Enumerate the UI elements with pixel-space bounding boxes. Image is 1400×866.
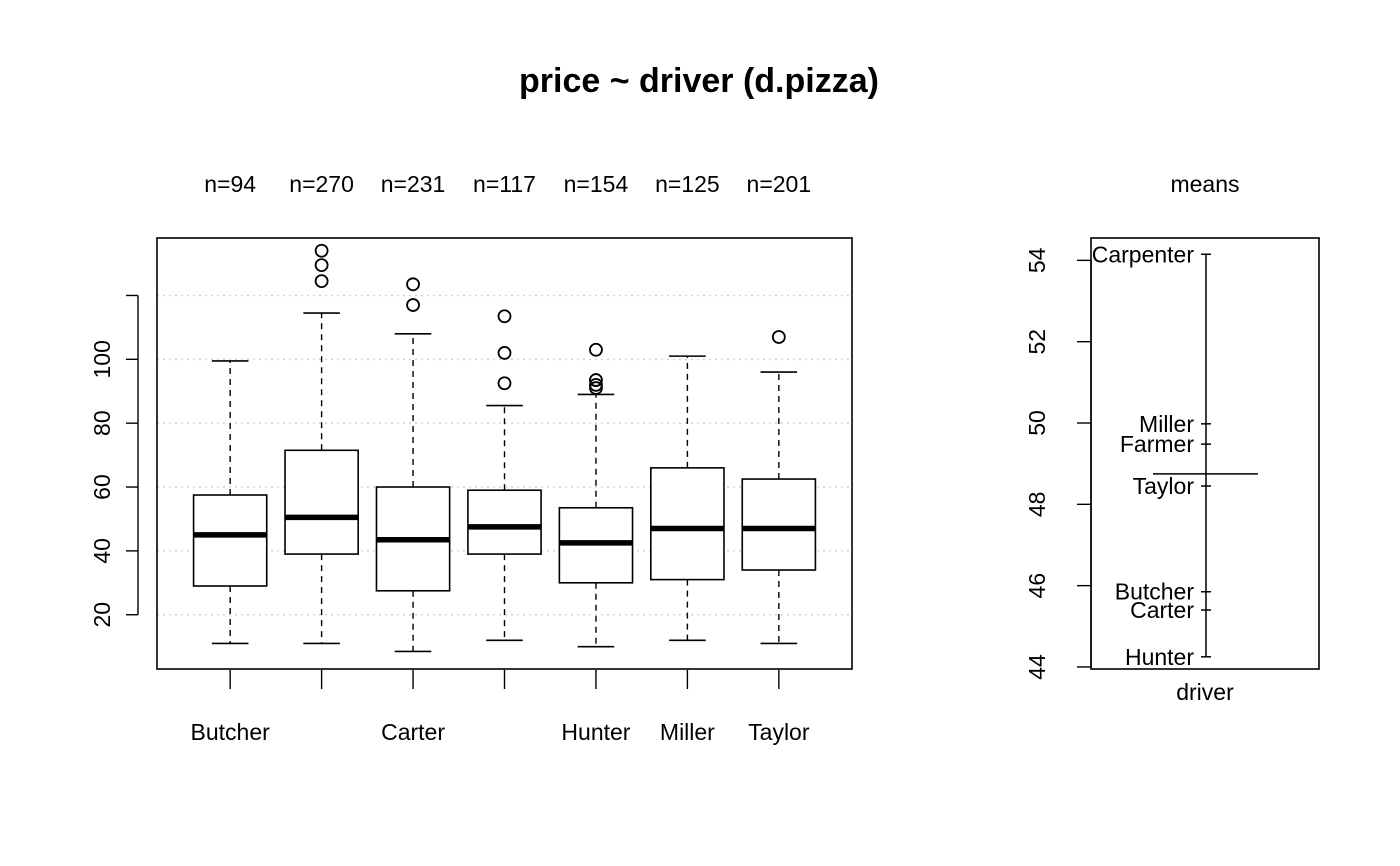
outlier-point (314, 274, 329, 289)
count-label: n=117 (473, 171, 536, 197)
iqr-box (192, 494, 268, 587)
outlier-point (314, 243, 329, 258)
mean-label: Hunter (1125, 644, 1194, 670)
outlier-point (589, 377, 603, 392)
count-label: n=231 (381, 171, 446, 197)
outlier-point (771, 330, 786, 344)
x-tick-label: Miller (660, 719, 715, 745)
outlier-point (406, 298, 420, 312)
count-label: n=201 (747, 171, 812, 197)
iqr-box (467, 489, 542, 555)
means-y-tick-label: 48 (1024, 492, 1050, 518)
iqr-box (741, 478, 817, 571)
y-tick-label: 20 (89, 602, 115, 628)
chart-title: price ~ driver (d.pizza) (519, 62, 879, 100)
mean-label: Butcher (1115, 579, 1195, 605)
means-y-tick-label: 46 (1024, 573, 1050, 599)
outlier-point (314, 258, 329, 273)
plot-frame (156, 237, 853, 670)
means-y-tick-label: 54 (1024, 247, 1050, 273)
means-panel-title: means (1170, 171, 1239, 197)
count-label: n=94 (204, 171, 256, 197)
count-label: n=270 (289, 171, 354, 197)
x-tick-label: Butcher (191, 719, 271, 745)
outlier-point (497, 376, 512, 391)
y-tick-label: 60 (89, 474, 115, 500)
x-tick-label: Hunter (561, 719, 630, 745)
means-y-tick-label: 44 (1024, 654, 1050, 680)
boxplot-panel: 20 40 60 80 100 Butcher n=94 n=270 Carter n=231 n=… (89, 171, 853, 745)
means-y-tick-label: 50 (1024, 410, 1050, 436)
means-y-tick-label: 52 (1024, 329, 1050, 355)
y-tick-label: 40 (89, 538, 115, 564)
mean-label: Miller (1139, 411, 1194, 437)
iqr-box (650, 467, 725, 581)
outlier-point (589, 373, 603, 387)
outlier-point (497, 346, 512, 360)
outlier-point (497, 309, 512, 324)
y-tick-label: 80 (89, 410, 115, 436)
mean-label: Farmer (1120, 431, 1194, 457)
mean-label: Carter (1130, 597, 1194, 623)
count-label: n=125 (655, 171, 720, 197)
means-panel-xlabel: driver (1176, 679, 1234, 705)
mean-label: Carpenter (1092, 241, 1195, 267)
outlier-point (406, 277, 420, 292)
outlier-point (589, 342, 603, 357)
mean-label: Taylor (1133, 473, 1195, 499)
count-label: n=154 (564, 171, 629, 197)
y-tick-label: 100 (89, 340, 115, 378)
x-tick-label: Carter (381, 719, 445, 745)
iqr-box (284, 449, 359, 555)
x-tick-label: Taylor (748, 719, 810, 745)
